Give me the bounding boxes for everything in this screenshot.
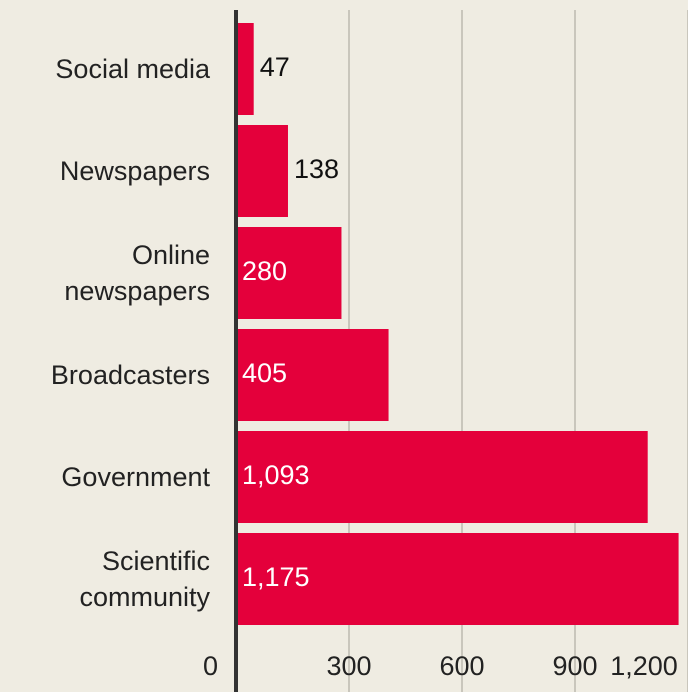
value-label: 280 (242, 256, 287, 286)
x-tick-label: 1,200 (610, 651, 678, 681)
bar (236, 227, 342, 319)
bar (236, 329, 389, 421)
x-tick-label: 0 (203, 651, 218, 681)
category-label: Government (61, 462, 210, 492)
x-tick-label: 600 (439, 651, 484, 681)
category-label: Social media (55, 54, 210, 84)
bar (236, 23, 254, 115)
value-label: 47 (260, 52, 290, 82)
category-label: Online newspapers (64, 240, 210, 306)
bar (236, 431, 648, 523)
value-label: 138 (294, 154, 339, 184)
category-label: Broadcasters (50, 360, 210, 390)
category-label: Scientific community (79, 546, 210, 612)
x-tick-label: 300 (326, 651, 371, 681)
bar (236, 125, 288, 217)
x-tick-label: 900 (552, 651, 597, 681)
value-label: 1,175 (242, 562, 310, 592)
bar (236, 533, 679, 625)
value-label: 1,093 (242, 460, 310, 490)
category-label: Newspapers (59, 156, 210, 186)
value-label: 405 (242, 358, 287, 388)
